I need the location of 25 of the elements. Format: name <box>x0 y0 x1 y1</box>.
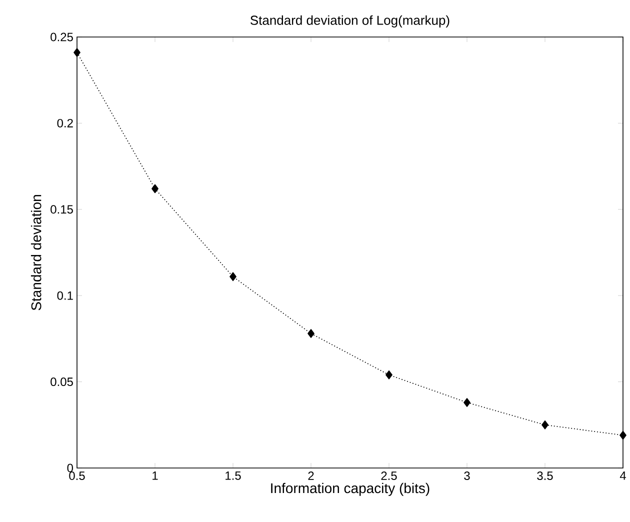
y-tick-label: 0.15 <box>50 205 73 214</box>
y-axis-title: Standard deviation <box>30 195 42 310</box>
point <box>152 184 158 194</box>
x-tick-label: 4 <box>620 472 626 480</box>
point <box>542 420 548 430</box>
x-tick-label: 2.5 <box>381 472 397 480</box>
y-tick-label: 0.2 <box>57 118 73 128</box>
point <box>230 272 236 282</box>
x-tick-label: 3 <box>464 472 470 480</box>
x-tick-label: 3.5 <box>537 472 553 480</box>
x-tick-label: 0.5 <box>69 472 85 480</box>
x-axis-title: Information capacity (bits) <box>271 482 430 496</box>
point <box>620 430 626 440</box>
y-tick-label: 0.25 <box>50 32 73 42</box>
chart-title: Standard deviation of Log(markup) <box>250 15 450 28</box>
point <box>308 329 314 338</box>
x-tick-label: 1.5 <box>226 472 241 480</box>
point <box>386 370 392 380</box>
y-tick-label: 0.05 <box>50 378 73 386</box>
point <box>74 48 80 57</box>
point <box>464 398 470 407</box>
x-tick-label: 1 <box>152 472 158 480</box>
y-tick-label: 0.1 <box>57 291 73 300</box>
y-tick-label: 0 <box>67 464 74 472</box>
x-tick-label: 2 <box>308 472 314 480</box>
